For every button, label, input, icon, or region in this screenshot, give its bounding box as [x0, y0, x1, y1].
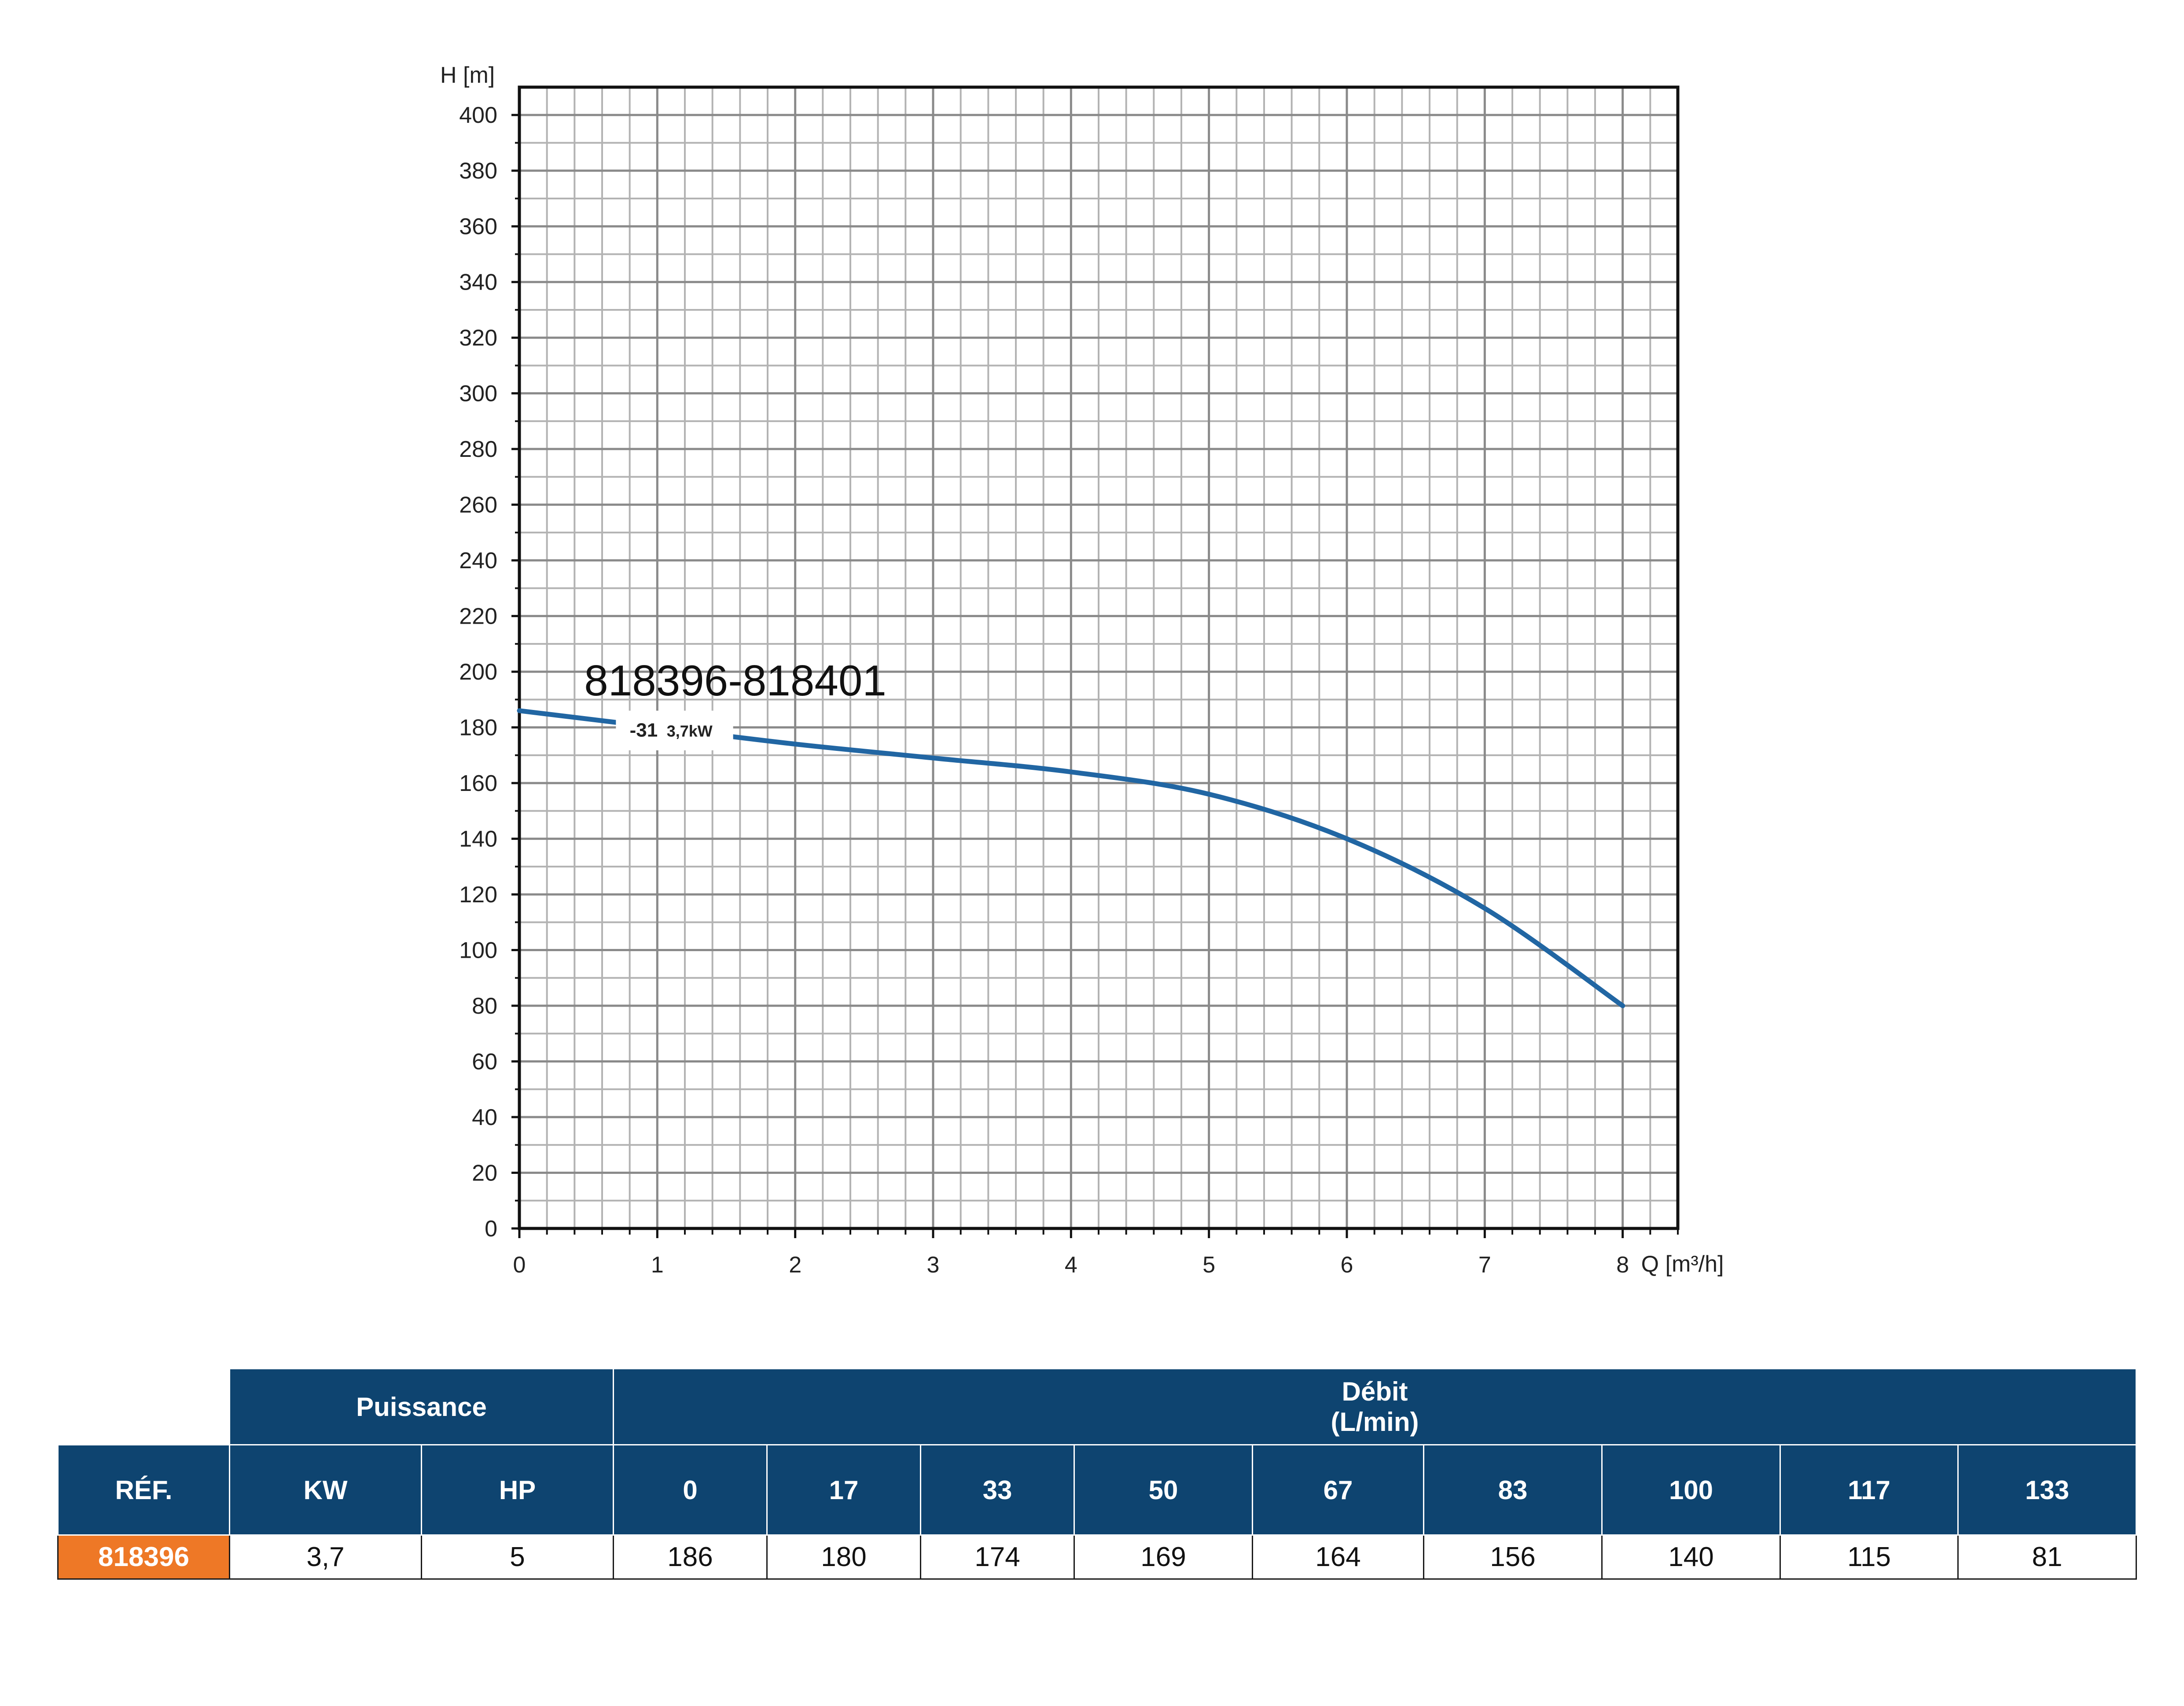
x-tick-label: 8 [1616, 1252, 1629, 1278]
y-tick-label: 20 [472, 1161, 497, 1186]
y-tick-label: 200 [459, 659, 497, 685]
x-tick-label: 7 [1478, 1252, 1491, 1278]
header-power-group: Puissance [229, 1368, 614, 1445]
x-axis-label: Q [m³/h] [1641, 1251, 1724, 1277]
y-tick-label: 140 [459, 827, 497, 852]
header-ref: RÉF. [57, 1444, 230, 1536]
x-tick-label: 0 [513, 1252, 526, 1278]
axis-ticks [511, 114, 1679, 1238]
y-tick-label: 80 [472, 993, 497, 1019]
header-flow-value: 0 [613, 1444, 768, 1536]
kw-cell: 3,7 [229, 1534, 422, 1580]
head-cell: 174 [920, 1534, 1075, 1580]
grid-major [519, 87, 1678, 1228]
header-flow-title: Débit [1342, 1377, 1408, 1406]
header-hp: HP [421, 1444, 614, 1536]
curve-label-number: -31 [630, 719, 658, 741]
y-tick-label: 240 [459, 548, 497, 574]
header-flow-value: 50 [1074, 1444, 1253, 1536]
y-tick-label: 60 [472, 1049, 497, 1075]
y-tick-label: 360 [459, 214, 497, 239]
head-cell: 81 [1957, 1534, 2137, 1580]
head-cell: 180 [766, 1534, 921, 1580]
x-tick-label: 3 [927, 1252, 940, 1278]
header-flow-value: 100 [1601, 1444, 1781, 1536]
pump-curve-chart: 0204060801001201401601802002202402602803… [440, 63, 1724, 1278]
y-tick-label: 400 [459, 103, 497, 128]
table-header-group-row: Puissance Débit (L/min) [58, 1368, 2137, 1445]
header-kw: KW [229, 1444, 422, 1536]
head-cell: 140 [1601, 1534, 1781, 1580]
x-tick-label: 1 [651, 1252, 664, 1278]
head-cell: 186 [613, 1534, 768, 1580]
table-row: 818396 3,7 5 186 180 174 169 164 156 140… [57, 1534, 2137, 1580]
ref-cell: 818396 [57, 1534, 230, 1580]
head-cell: 164 [1252, 1534, 1424, 1580]
y-tick-label: 0 [485, 1216, 497, 1242]
y-tick-label: 380 [459, 158, 497, 184]
header-flow-value: 83 [1423, 1444, 1603, 1536]
x-tick-label: 5 [1202, 1252, 1215, 1278]
x-tick-labels: 0 1 2 3 4 5 6 7 8 [513, 1252, 1629, 1278]
y-tick-label: 40 [472, 1105, 497, 1130]
performance-table: Puissance Débit (L/min) RÉF. KW HP 0 17 … [57, 1368, 2137, 1580]
header-flow-group: Débit (L/min) [612, 1368, 2137, 1445]
y-tick-label: 340 [459, 270, 497, 295]
curve-label-gap [616, 710, 733, 750]
y-tick-label: 320 [459, 325, 497, 351]
header-flow-value: 117 [1780, 1444, 1959, 1536]
y-axis-label: H [m] [440, 63, 495, 88]
x-tick-label: 6 [1341, 1252, 1353, 1278]
curve-label: -31 3,7kW [630, 719, 713, 741]
y-tick-label: 220 [459, 604, 497, 629]
y-tick-label: 100 [459, 938, 497, 963]
y-tick-label: 160 [459, 771, 497, 796]
y-tick-labels: 0 20 40 60 80 100 120 140 160 180 200 220 240 260 280 3… [459, 103, 497, 1242]
y-tick-label: 180 [459, 715, 497, 741]
header-flow-value: 17 [766, 1444, 921, 1536]
y-tick-label: 260 [459, 493, 497, 518]
y-tick-label: 120 [459, 882, 497, 908]
table-corner-blank [58, 1368, 230, 1445]
x-tick-label: 2 [789, 1252, 802, 1278]
curve-label-power: 3,7kW [667, 722, 713, 740]
header-flow-value: 33 [920, 1444, 1075, 1536]
table-header-row: RÉF. KW HP 0 17 33 50 67 83 100 117 133 [57, 1444, 2137, 1536]
head-cell: 156 [1423, 1534, 1603, 1580]
series-title: 818396-818401 [584, 656, 886, 705]
x-tick-label: 4 [1065, 1252, 1077, 1278]
head-cell: 115 [1780, 1534, 1959, 1580]
header-flow-unit: (L/min) [1331, 1407, 1419, 1437]
series-layer [517, 708, 1625, 1008]
header-flow-value: 67 [1252, 1444, 1424, 1536]
head-cell: 169 [1074, 1534, 1253, 1580]
y-tick-label: 280 [459, 437, 497, 462]
y-tick-label: 300 [459, 381, 497, 407]
header-flow-value: 133 [1957, 1444, 2137, 1536]
hp-cell: 5 [421, 1534, 614, 1580]
